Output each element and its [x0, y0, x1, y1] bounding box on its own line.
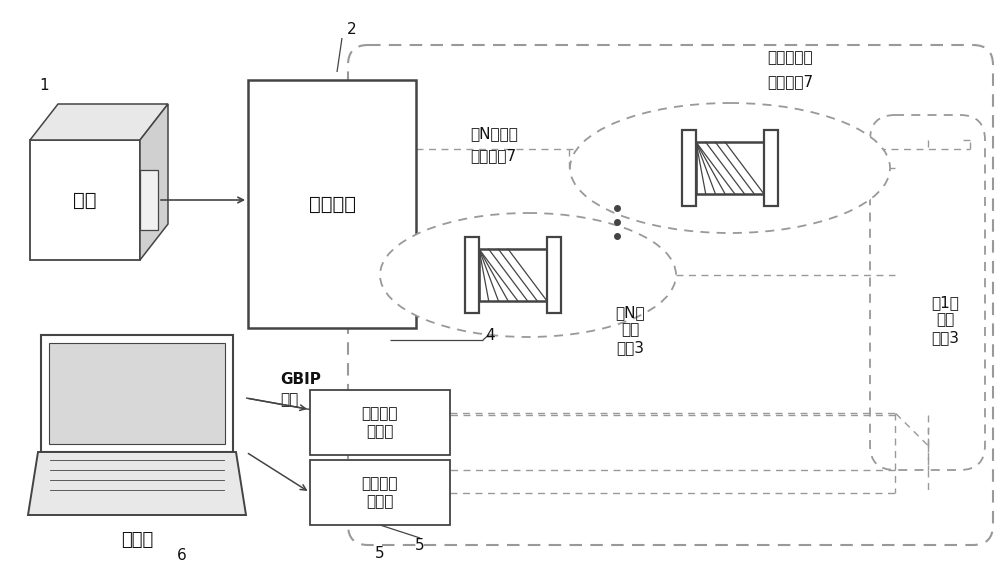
FancyBboxPatch shape: [30, 140, 140, 260]
Text: 6: 6: [177, 548, 187, 563]
FancyBboxPatch shape: [764, 130, 778, 206]
FancyBboxPatch shape: [696, 142, 764, 194]
FancyBboxPatch shape: [547, 237, 561, 313]
Text: 第1条
测试
通道3: 第1条 测试 通道3: [931, 295, 959, 345]
Text: 第N条
测试
通道3: 第N条 测试 通道3: [615, 305, 645, 355]
FancyBboxPatch shape: [41, 335, 233, 452]
FancyBboxPatch shape: [248, 80, 416, 328]
Polygon shape: [28, 452, 246, 515]
Text: 双通道光
功率计: 双通道光 功率计: [362, 406, 398, 439]
FancyBboxPatch shape: [465, 237, 479, 313]
Text: 光源: 光源: [73, 190, 97, 210]
Text: 第N条参考: 第N条参考: [470, 126, 518, 141]
Text: 计算机: 计算机: [121, 531, 153, 549]
FancyBboxPatch shape: [682, 130, 696, 206]
FancyBboxPatch shape: [310, 390, 450, 455]
Text: 光路通道7: 光路通道7: [470, 148, 516, 163]
Text: 第一条参考: 第一条参考: [767, 50, 813, 65]
Ellipse shape: [570, 103, 890, 233]
Text: 1: 1: [39, 79, 49, 93]
Text: 2: 2: [347, 23, 357, 38]
Text: 5: 5: [415, 537, 425, 552]
Text: 5: 5: [375, 545, 385, 560]
FancyBboxPatch shape: [310, 460, 450, 525]
Text: 双通道光
功率计: 双通道光 功率计: [362, 477, 398, 509]
Text: 4: 4: [485, 328, 495, 343]
FancyBboxPatch shape: [140, 170, 158, 230]
Text: GBIP: GBIP: [280, 372, 321, 387]
Polygon shape: [140, 104, 168, 260]
Ellipse shape: [380, 213, 676, 337]
Text: 光路通道7: 光路通道7: [767, 75, 813, 90]
FancyBboxPatch shape: [49, 343, 225, 444]
Text: 光分路器: 光分路器: [308, 195, 356, 214]
Text: 接口: 接口: [280, 393, 298, 408]
FancyBboxPatch shape: [479, 249, 547, 301]
Polygon shape: [30, 104, 168, 140]
